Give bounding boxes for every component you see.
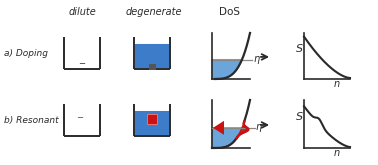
- Bar: [135, 110, 169, 135]
- Polygon shape: [212, 59, 242, 79]
- Text: −: −: [76, 114, 84, 122]
- Text: S: S: [296, 44, 304, 54]
- Polygon shape: [212, 126, 248, 148]
- Text: η: η: [253, 54, 259, 64]
- Text: a) Doping: a) Doping: [4, 49, 48, 57]
- Polygon shape: [212, 128, 242, 148]
- Text: η: η: [256, 122, 262, 132]
- Bar: [135, 43, 169, 68]
- Bar: [147, 114, 157, 124]
- Text: n: n: [334, 148, 340, 158]
- Text: −: −: [79, 60, 85, 68]
- Text: degenerate: degenerate: [126, 7, 182, 17]
- Text: S: S: [296, 112, 304, 122]
- Bar: [149, 64, 155, 69]
- Text: n: n: [334, 79, 340, 89]
- Text: DoS: DoS: [220, 7, 240, 17]
- Text: b) Resonant: b) Resonant: [4, 115, 59, 125]
- Polygon shape: [213, 121, 224, 135]
- Text: dilute: dilute: [68, 7, 96, 17]
